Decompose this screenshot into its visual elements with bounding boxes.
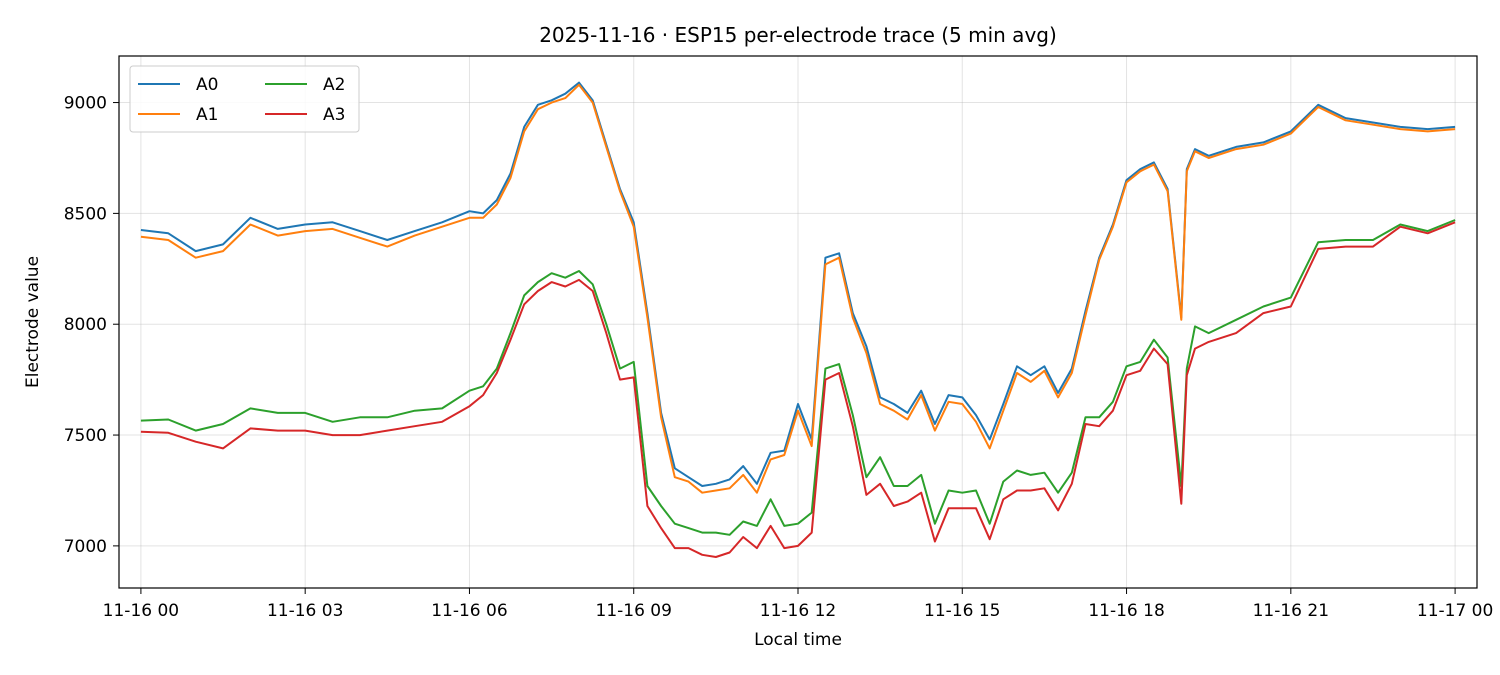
x-tick-label: 11-16 18 [1088,601,1164,621]
x-tick-label: 11-16 15 [924,601,1000,621]
chart-title: 2025-11-16 · ESP15 per-electrode trace (… [539,23,1057,47]
x-tick-label: 11-16 03 [267,601,343,621]
legend: A0 A1 A2 A3 [129,65,360,133]
x-tick-label: 11-16 06 [431,601,507,621]
legend-label-a1: A1 [196,105,218,125]
x-axis-label: Local time [754,630,842,650]
legend-label-a3: A3 [323,105,345,125]
y-tick-label: 8000 [64,315,107,335]
legend-label-a0: A0 [196,75,218,95]
series-line-a1 [140,83,1456,494]
y-axis: 7000 7500 8000 8500 9000 [64,94,119,557]
y-tick-label: 7000 [64,537,107,557]
y-tick-label: 7500 [64,426,107,446]
x-tick-label: 11-16 21 [1253,601,1329,621]
series-line-a3 [140,221,1456,558]
y-tick-label: 9000 [64,94,107,114]
series-layer [140,81,1456,558]
y-tick-label: 8500 [64,204,107,224]
x-tick-label: 11-16 12 [760,601,836,621]
series-line-a2 [140,219,1456,536]
y-axis-label: Electrode value [23,256,43,388]
x-tick-label: 11-16 09 [596,601,672,621]
x-tick-label: 11-17 00 [1417,601,1493,621]
x-tick-label: 11-16 00 [103,601,179,621]
legend-box [129,65,360,133]
x-axis: 11-16 00 11-16 03 11-16 06 11-16 09 11-16 12… [103,588,1493,621]
legend-label-a2: A2 [323,75,345,95]
